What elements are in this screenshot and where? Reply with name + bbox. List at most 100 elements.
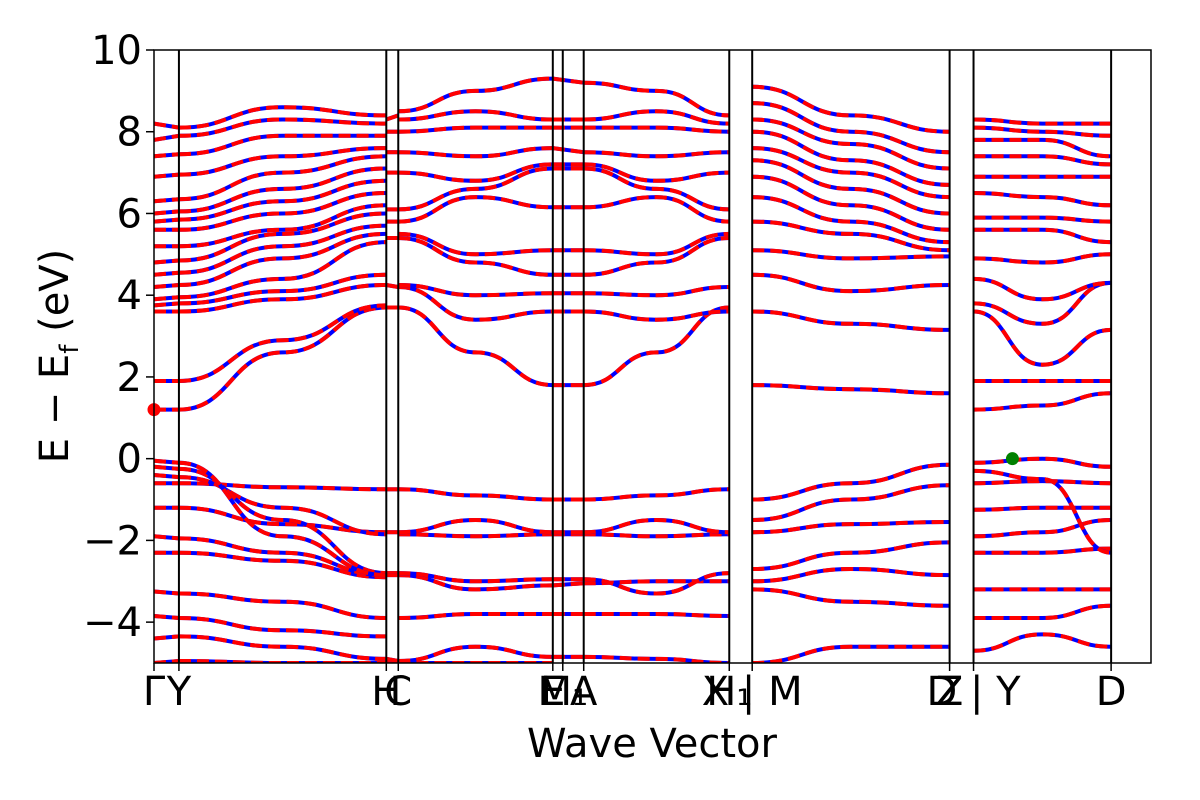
- band-spin-down-seg7-1: [973, 603, 1112, 620]
- band-spin-down-seg7-0: [973, 632, 1112, 653]
- band-spin-down-seg1-19: [178, 203, 387, 249]
- band-spin-down-seg1-4: [178, 550, 387, 580]
- y-tick-label: 0: [117, 437, 142, 483]
- band-spin-down-seg1-23: [178, 154, 387, 202]
- band-spin-down-seg5-6: [583, 487, 730, 502]
- x-tick-label: A: [570, 669, 598, 715]
- band-spin-down-seg6-9: [752, 272, 950, 294]
- band-spin-up-seg1-1: [178, 634, 387, 661]
- band-spin-down-seg6-14: [752, 158, 950, 216]
- band-spin-down-seg1-21: [178, 178, 387, 222]
- band-spin-down-seg5-12: [583, 195, 730, 224]
- band-spin-down-seg3-19: [398, 76, 553, 114]
- band-spin-down-seg3-15: [398, 162, 553, 183]
- band-spin-up-seg1-0: [178, 659, 387, 663]
- y-tick-label: −2: [83, 518, 142, 564]
- band-spin-down-seg0-3: [154, 589, 180, 596]
- band-spin-down-seg7-5: [973, 505, 1112, 512]
- band-spin-down-seg0-24: [154, 172, 180, 179]
- band-spin-down-seg3-12: [398, 231, 553, 257]
- band-spin-down-seg3-11: [398, 236, 553, 277]
- plot-frame: [153, 49, 1152, 664]
- band-spin-up-seg1-2: [178, 616, 387, 639]
- band-spin-down-seg3-16: [398, 146, 553, 159]
- band-spin-down-seg5-17: [583, 109, 730, 126]
- band-spin-down-seg6-12: [752, 195, 950, 245]
- band-spin-down-seg7-20: [973, 137, 1112, 159]
- band-spin-down-seg3-14: [398, 166, 553, 212]
- band-spin-down-seg3-17: [398, 125, 553, 134]
- band-spin-down-seg7-6: [973, 479, 1112, 486]
- band-spin-down-seg6-18: [752, 101, 950, 155]
- band-spin-down-seg1-18: [178, 211, 387, 263]
- y-tick-label: 6: [117, 191, 142, 237]
- band-spin-down-seg5-3: [583, 571, 730, 596]
- band-spin-down-seg5-7: [583, 305, 730, 388]
- y-axis-title: E − Ef (eV): [32, 249, 85, 464]
- band-spin-down-seg7-8: [973, 456, 1112, 469]
- band-spin-down-seg5-0: [583, 654, 730, 663]
- band-spin-down-seg0-10: [154, 458, 180, 465]
- band-spin-down-seg1-10: [178, 460, 387, 578]
- y-tick-label: −4: [83, 600, 142, 646]
- y-tick-label: 10: [91, 28, 142, 74]
- band-spin-up-seg1-11: [178, 305, 387, 412]
- band-spin-up-seg1-13: [178, 283, 387, 314]
- band-spin-down-seg3-4: [398, 571, 553, 584]
- band-spin-down-seg1-20: [178, 191, 387, 232]
- band-spin-down-seg6-17: [752, 117, 950, 171]
- band-spin-down-seg3-9: [398, 285, 553, 322]
- band-spin-down-seg0-15: [154, 295, 180, 302]
- band-spin-down-seg4-18: [552, 76, 584, 85]
- high-symmetry-lines: [177, 50, 1113, 663]
- band-spin-down-seg6-5: [752, 483, 950, 522]
- band-spin-down-seg1-24: [178, 146, 387, 177]
- band-spin-down-seg5-4: [583, 532, 730, 539]
- y-axis-title-subscript: f: [55, 344, 85, 354]
- x-tick-label: E: [540, 669, 565, 715]
- band-spin-down-seg6-1: [752, 587, 950, 608]
- x-tick-label: D | Y: [926, 669, 1021, 715]
- band-spin-down-seg3-13: [398, 195, 553, 224]
- x-axis-title: Wave Vector: [527, 721, 778, 767]
- x-tick-label: H: [371, 669, 401, 715]
- band-spin-down-seg6-4: [752, 520, 950, 535]
- x-tick-label: M₁: [537, 669, 588, 715]
- band-spin-down-seg3-6: [398, 517, 553, 535]
- band-spin-down-seg1-26: [178, 117, 387, 138]
- band-spin-down-seg1-7: [178, 481, 387, 492]
- band-spin-down-seg1-27: [178, 105, 387, 130]
- band-spin-down-seg7-12: [973, 280, 1112, 326]
- band-spin-down-seg3-2: [398, 612, 553, 620]
- band-spin-down-seg4-2: [552, 581, 584, 588]
- band-spin-down-seg5-11: [583, 231, 730, 257]
- band-spin-down-seg1-3: [178, 591, 387, 620]
- band-spin-down-seg0-1: [154, 634, 180, 641]
- band-spin-down-seg0-17: [154, 270, 180, 277]
- band-spin-down-seg5-13: [583, 166, 730, 212]
- band-spin-down-seg2-7: [385, 283, 399, 289]
- band-spin-down-seg6-16: [752, 129, 950, 187]
- band-spin-down-seg0-27: [154, 121, 180, 130]
- band-spin-down-seg0-14: [154, 301, 180, 308]
- band-spin-down-seg6-15: [752, 146, 950, 200]
- y-axis-title-main: E − E: [32, 354, 78, 464]
- band-spin-down-seg6-7: [752, 383, 950, 396]
- band-spin-down-seg3-1: [398, 644, 553, 663]
- x-tick-label: C: [384, 669, 412, 715]
- band-spin-down-seg1-11: [178, 305, 387, 412]
- band-spin-down-seg7-13: [973, 276, 1112, 302]
- band-spin-down-seg6-11: [752, 219, 950, 253]
- band-spin-down-seg6-19: [752, 84, 950, 134]
- band-spin-down-seg0-18: [154, 258, 180, 265]
- band-spin-up-seg1-22: [178, 166, 387, 214]
- band-spin-down-seg0-16: [154, 283, 180, 289]
- band-spin-down-seg0-9: [154, 464, 180, 471]
- band-spin-down-seg5-10: [583, 236, 730, 277]
- band-spin-down-seg5-5: [583, 517, 730, 535]
- band-spin-down-seg4-15: [552, 146, 584, 155]
- band-spin-down-seg1-25: [178, 133, 387, 157]
- band-spin-down-seg6-6: [752, 462, 950, 502]
- band-spin-down-seg6-3: [752, 540, 950, 571]
